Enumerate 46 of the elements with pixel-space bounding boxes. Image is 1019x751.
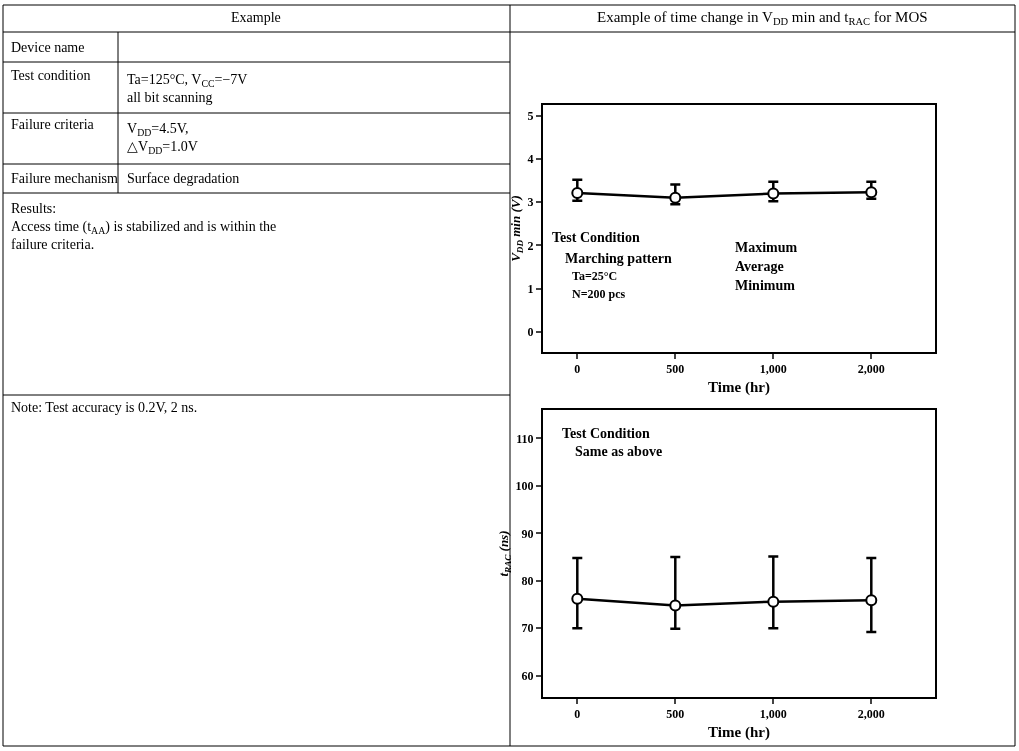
x-axis-title: Time (hr) (708, 378, 770, 396)
chart-title: Example of time change in V$_{DD}$ min and t$_{RAC}$ for MOS (597, 9, 928, 28)
annotation: N=200 pcs (572, 287, 626, 301)
text: V$_{DD}$=4.5V, △V$_{DD}$=1.0V (127, 121, 198, 157)
y-tick-label: 90 (521, 526, 534, 541)
point (571, 592, 584, 605)
y-tick-label: 0 (527, 324, 534, 339)
text: Failure criteria (11, 117, 95, 132)
y-tick-label: 80 (521, 573, 534, 588)
x-tick-label: 1,000 (759, 707, 787, 722)
annotation: Test Condition (552, 230, 640, 245)
text: Surface degradation (127, 171, 240, 186)
annotation: Maximum (735, 240, 798, 255)
text: Results: Access time (t$_{AA}$) is stabilized and is within the failure criteria. (11, 201, 277, 253)
annotation: Marching pattern (565, 251, 672, 266)
y-tick-label: 1 (527, 281, 534, 296)
y-tick-label: 60 (521, 668, 534, 683)
text: Note: Test accuracy is 0.2V, 2 ns. (11, 400, 198, 415)
y-tick-label: 5 (527, 109, 534, 123)
x-tick-label: 0 (574, 707, 581, 722)
annotation: Same as above (575, 444, 663, 459)
x-tick-label: 500 (666, 362, 685, 377)
y-tick-label: 3 (527, 195, 534, 210)
annotation: Ta=25°C (572, 269, 618, 283)
point (669, 599, 682, 612)
x-tick-label: 2,000 (857, 362, 885, 377)
annotation: Average (735, 259, 784, 274)
text: Example (231, 10, 281, 25)
y-tick-label: 70 (521, 621, 534, 636)
text: Ta=125°C, V$_{CC}$=−7V all bit scanning (127, 72, 248, 106)
text: Test condition (11, 68, 91, 83)
x-tick-label: 2,000 (857, 707, 885, 722)
annotation: Minimum (735, 278, 796, 293)
y-tick-label: 110 (516, 431, 534, 446)
y-tick-label: 4 (527, 152, 534, 167)
annotation: Test Condition (562, 426, 650, 441)
x-tick-label: 0 (574, 362, 581, 377)
x-tick-label: 1,000 (759, 362, 787, 377)
x-tick-label: 500 (666, 707, 685, 722)
point (865, 594, 878, 607)
y-tick-label: 100 (515, 479, 534, 494)
y-tick-label: 2 (527, 238, 534, 253)
point (767, 595, 780, 608)
text: Failure mechanism (11, 171, 119, 186)
text: Device name (11, 40, 85, 55)
x-axis-title: Time (hr) (708, 723, 770, 741)
